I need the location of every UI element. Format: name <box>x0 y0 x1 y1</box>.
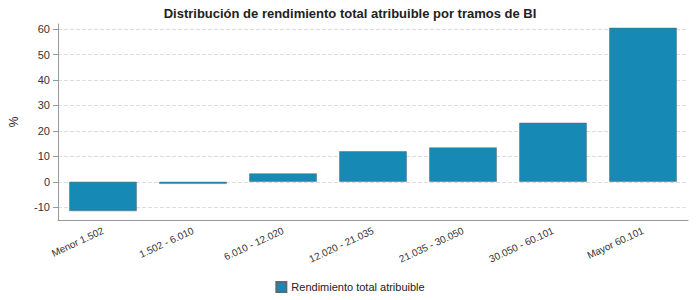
svg-text:Menor 1.502: Menor 1.502 <box>50 225 106 259</box>
svg-text:-10: -10 <box>34 201 50 213</box>
svg-text:10: 10 <box>38 150 50 162</box>
svg-text:60: 60 <box>38 23 50 35</box>
svg-text:30: 30 <box>38 99 50 111</box>
svg-text:0: 0 <box>44 176 50 188</box>
svg-text:6.010 - 12.020: 6.010 - 12.020 <box>222 225 285 262</box>
svg-text:1.502 - 6.010: 1.502 - 6.010 <box>137 225 195 260</box>
svg-text:12.020 - 21.035: 12.020 - 21.035 <box>307 225 375 265</box>
svg-text:%: % <box>7 116 21 127</box>
svg-text:Distribución de rendimiento to: Distribución de rendimiento total atribu… <box>164 6 537 21</box>
svg-text:Rendimiento total atribuible: Rendimiento total atribuible <box>291 281 424 293</box>
svg-text:30.050 - 60.101: 30.050 - 60.101 <box>487 225 555 265</box>
svg-text:21.035 - 30.050: 21.035 - 30.050 <box>397 225 465 265</box>
svg-text:50: 50 <box>38 49 50 61</box>
svg-text:40: 40 <box>38 74 50 86</box>
svg-text:20: 20 <box>38 125 50 137</box>
svg-text:Mayor 60.101: Mayor 60.101 <box>585 225 645 261</box>
